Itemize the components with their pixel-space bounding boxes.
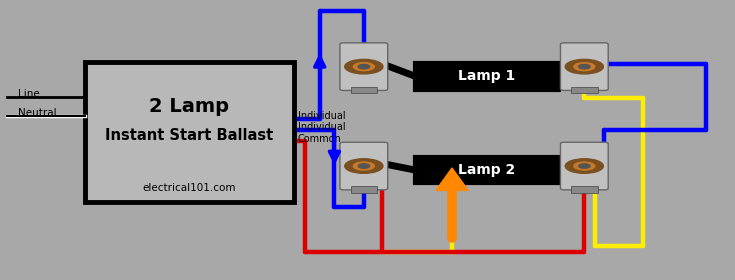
Circle shape xyxy=(354,162,374,170)
Text: electrical101.com: electrical101.com xyxy=(143,183,236,193)
Text: Individual: Individual xyxy=(298,122,345,132)
Text: Lamp 1: Lamp 1 xyxy=(459,69,515,83)
FancyBboxPatch shape xyxy=(415,157,559,183)
FancyBboxPatch shape xyxy=(85,62,294,202)
FancyBboxPatch shape xyxy=(340,142,388,190)
FancyBboxPatch shape xyxy=(351,186,377,193)
Circle shape xyxy=(565,59,603,74)
FancyBboxPatch shape xyxy=(340,43,388,90)
FancyBboxPatch shape xyxy=(351,87,377,93)
Circle shape xyxy=(354,63,374,71)
Text: Instant Start Ballast: Instant Start Ballast xyxy=(105,128,273,143)
Circle shape xyxy=(574,162,595,170)
FancyBboxPatch shape xyxy=(571,87,598,93)
Circle shape xyxy=(358,64,370,69)
FancyBboxPatch shape xyxy=(560,43,609,90)
Circle shape xyxy=(574,63,595,71)
Text: Common: Common xyxy=(298,134,342,144)
Text: Neutral: Neutral xyxy=(18,108,57,118)
FancyBboxPatch shape xyxy=(571,186,598,193)
Text: Individual: Individual xyxy=(298,111,345,121)
Polygon shape xyxy=(436,168,468,190)
Circle shape xyxy=(578,164,590,168)
Circle shape xyxy=(345,159,383,173)
FancyBboxPatch shape xyxy=(415,63,559,90)
Circle shape xyxy=(578,64,590,69)
Circle shape xyxy=(565,159,603,173)
Circle shape xyxy=(345,59,383,74)
Circle shape xyxy=(358,164,370,168)
Text: Lamp 2: Lamp 2 xyxy=(459,163,515,177)
Text: Line: Line xyxy=(18,89,40,99)
Text: 2 Lamp: 2 Lamp xyxy=(149,97,229,116)
FancyBboxPatch shape xyxy=(560,142,609,190)
